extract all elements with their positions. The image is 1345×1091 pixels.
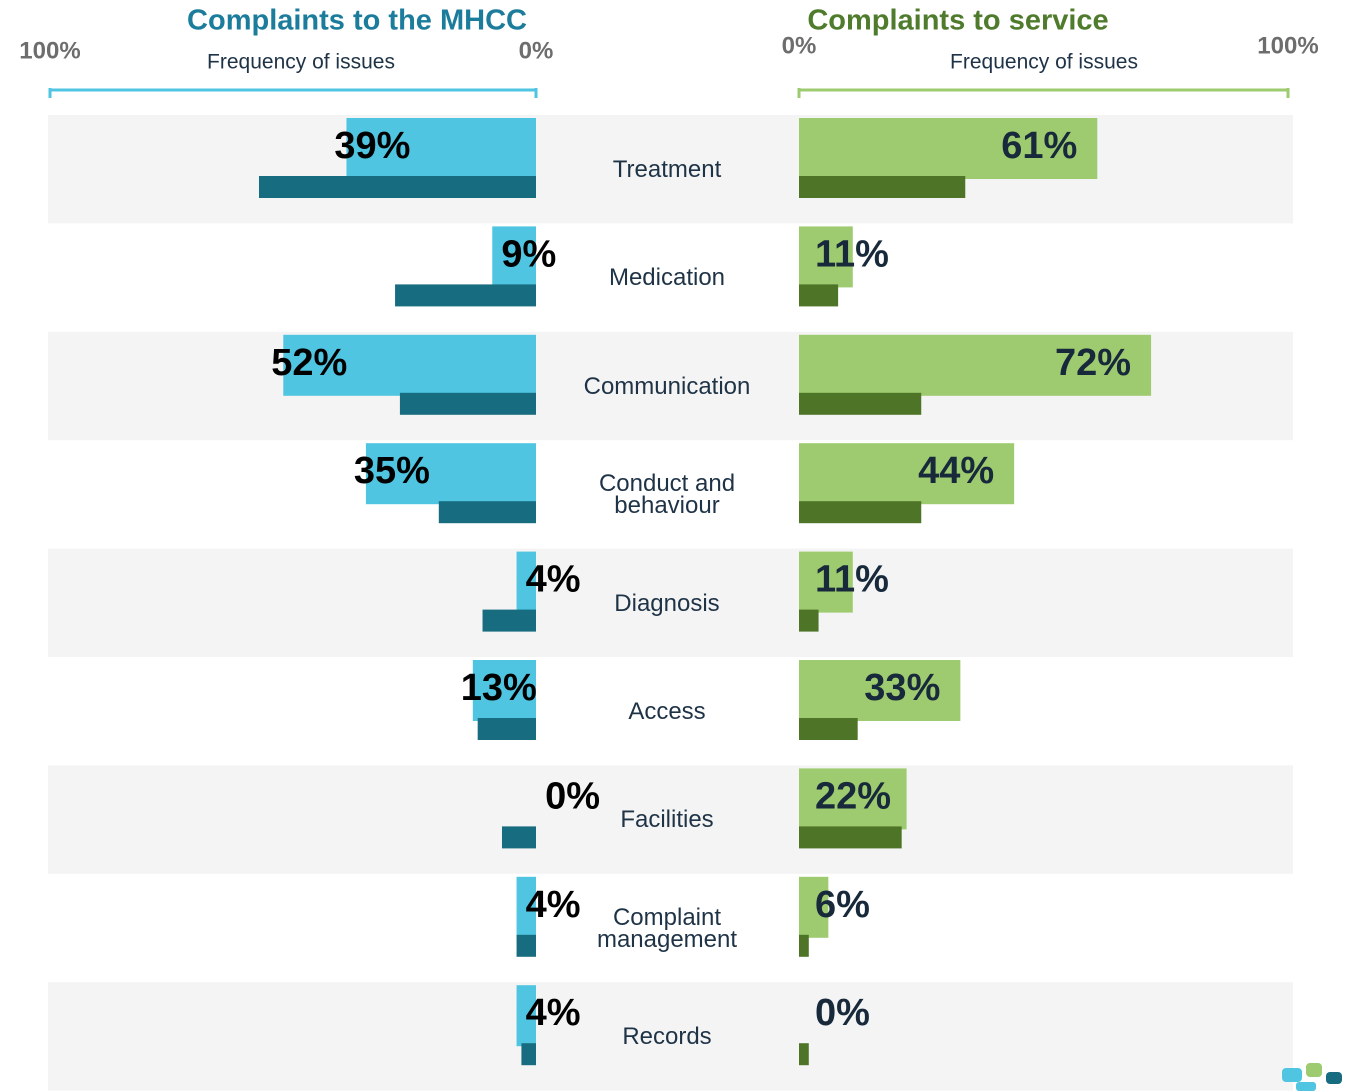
- category-label: Medication: [608, 264, 726, 292]
- data-label: 0%: [815, 992, 870, 1034]
- data-label: 11%: [815, 233, 889, 275]
- data-label: 35%: [354, 450, 430, 492]
- category-label: Conduct and behaviour: [598, 470, 736, 520]
- data-label: 4%: [526, 992, 581, 1034]
- logo: [1282, 1063, 1342, 1091]
- x-tick-label: 0%: [782, 32, 817, 59]
- data-label: 22%: [815, 775, 891, 817]
- chart-title: Complaints to the MHCC: [187, 5, 527, 37]
- data-label: 11%: [815, 559, 889, 601]
- data-label: 52%: [271, 342, 347, 384]
- bar: [516, 876, 536, 938]
- bar: [799, 660, 961, 721]
- bar: [799, 501, 922, 524]
- data-label: 44%: [918, 450, 994, 492]
- bar: [799, 1043, 809, 1066]
- bar: [799, 443, 1015, 505]
- bar: [477, 718, 536, 740]
- bar: [472, 660, 536, 721]
- data-label: 4%: [526, 559, 581, 601]
- category-label: Records: [622, 1023, 712, 1051]
- bar: [799, 934, 809, 957]
- bar: [283, 334, 536, 396]
- bar: [799, 826, 902, 849]
- x-tick-label: 0%: [519, 37, 554, 64]
- data-label: 13%: [461, 667, 537, 709]
- bar: [799, 768, 907, 830]
- chart-title: Complaints to service: [807, 5, 1108, 37]
- bar: [482, 609, 536, 632]
- row-band: [48, 548, 1293, 657]
- bar: [799, 718, 858, 740]
- bar: [799, 284, 839, 307]
- bar: [799, 392, 922, 415]
- bar: [399, 392, 536, 415]
- axis-label: Frequency of issues: [950, 51, 1138, 74]
- category-label: Communication: [583, 372, 751, 400]
- bar: [492, 226, 536, 288]
- category-label: Facilities: [620, 806, 714, 834]
- data-label: 0%: [545, 775, 600, 817]
- bar: [258, 176, 536, 198]
- bar: [516, 551, 536, 613]
- data-label: 9%: [501, 233, 556, 275]
- row-band: [48, 982, 1293, 1091]
- bar: [395, 284, 536, 307]
- bar: [799, 876, 829, 938]
- category-label: Diagnosis: [614, 589, 720, 617]
- bar: [799, 551, 853, 613]
- bar: [501, 826, 536, 849]
- data-label: 72%: [1055, 342, 1131, 384]
- x-tick-label: 100%: [19, 37, 80, 64]
- bar: [365, 443, 536, 505]
- x-tick-label: 100%: [1257, 32, 1318, 59]
- category-label: Access: [628, 698, 706, 725]
- data-label: 6%: [815, 884, 870, 926]
- data-label: 33%: [864, 667, 940, 709]
- bar: [799, 176, 966, 198]
- bar: [516, 934, 536, 957]
- bar: [516, 985, 536, 1047]
- bar: [521, 1043, 536, 1066]
- data-label: 4%: [526, 884, 581, 926]
- category-label: Treatment: [612, 156, 722, 183]
- data-label: 61%: [1001, 125, 1077, 167]
- data-label: 39%: [334, 125, 410, 167]
- bar: [799, 334, 1152, 396]
- bar: [799, 609, 819, 632]
- bar: [799, 226, 853, 288]
- category-label: Complaint management: [596, 903, 738, 953]
- row-band: [48, 765, 1293, 874]
- bar: [346, 118, 536, 179]
- bar: [799, 118, 1098, 179]
- axis-label: Frequency of issues: [207, 51, 395, 74]
- bar: [438, 501, 536, 524]
